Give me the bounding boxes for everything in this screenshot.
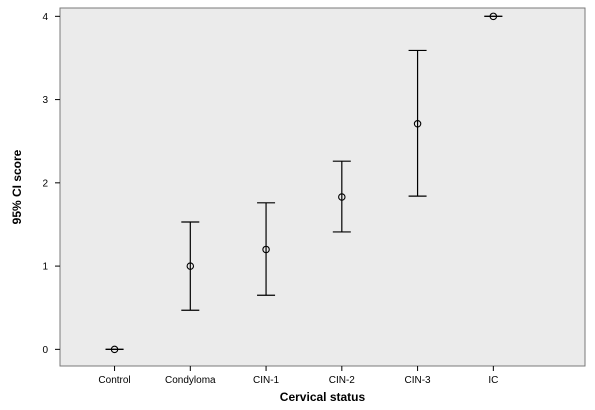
x-tick-label: CIN-3 — [405, 375, 432, 386]
y-tick-label: 0 — [42, 345, 48, 356]
y-axis: 0 1 2 3 4 — [42, 12, 60, 356]
error-bar-cin-2 — [332, 160, 351, 233]
mean-marker — [262, 245, 270, 254]
mean-marker — [186, 262, 195, 270]
y-axis-title: 95% CI score — [10, 149, 24, 224]
x-axis-title: Cervical status — [280, 390, 366, 404]
data-marks — [105, 12, 503, 354]
plot-area — [59, 7, 586, 367]
mean-marker — [489, 12, 498, 21]
x-axis: Control Condyloma CIN-1 CIN-2 CIN-3 IC — [98, 366, 498, 386]
error-bar-condyloma — [181, 221, 200, 311]
x-tick-label: Control — [98, 375, 130, 386]
error-bar-control — [105, 345, 124, 354]
y-tick-label: 2 — [42, 178, 48, 189]
x-tick-label: Condyloma — [165, 375, 216, 386]
error-bar-cin-3 — [408, 49, 427, 197]
error-bar-cin-1 — [257, 202, 276, 296]
error-bar-ic — [484, 12, 503, 21]
y-tick-label: 4 — [42, 12, 48, 23]
mean-marker — [110, 345, 119, 354]
y-tick-label: 3 — [42, 95, 48, 106]
mean-marker — [338, 193, 346, 201]
mean-marker — [413, 119, 422, 128]
x-tick-label: CIN-1 — [253, 375, 280, 386]
x-tick-label: IC — [488, 375, 498, 386]
y-tick-label: 1 — [42, 262, 48, 273]
x-tick-label: CIN-2 — [329, 375, 356, 386]
